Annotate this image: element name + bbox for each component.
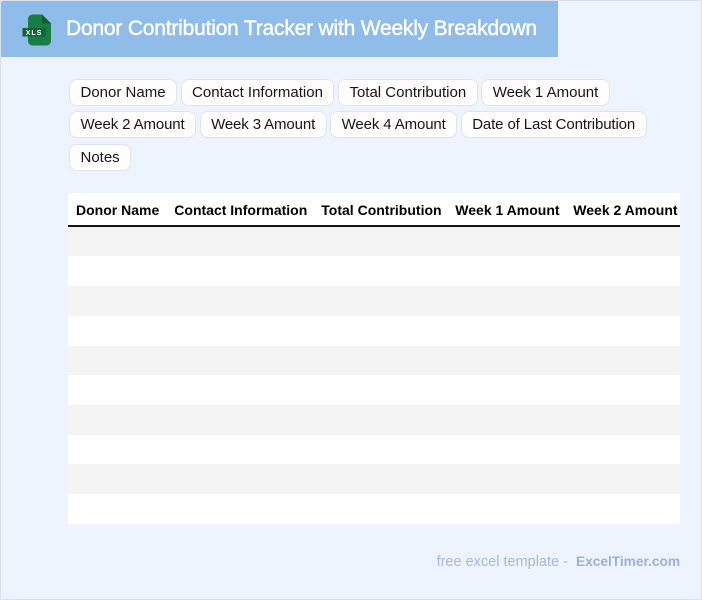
svg-text:XLS: XLS: [25, 28, 41, 37]
